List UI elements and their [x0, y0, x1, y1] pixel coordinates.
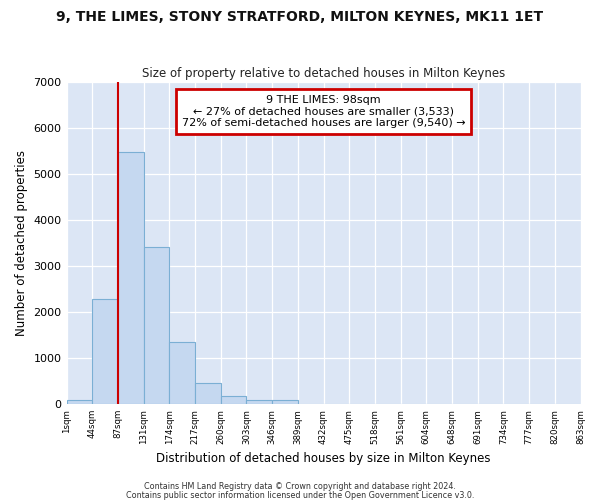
- Text: 9 THE LIMES: 98sqm
← 27% of detached houses are smaller (3,533)
72% of semi-deta: 9 THE LIMES: 98sqm ← 27% of detached hou…: [182, 95, 466, 128]
- Bar: [247, 400, 272, 404]
- Bar: [143, 246, 169, 404]
- Bar: [118, 152, 143, 404]
- Text: 9, THE LIMES, STONY STRATFORD, MILTON KEYNES, MK11 1ET: 9, THE LIMES, STONY STRATFORD, MILTON KE…: [56, 10, 544, 24]
- Bar: [221, 396, 247, 404]
- X-axis label: Distribution of detached houses by size in Milton Keynes: Distribution of detached houses by size …: [156, 452, 491, 465]
- Y-axis label: Number of detached properties: Number of detached properties: [15, 150, 28, 336]
- Text: Contains HM Land Registry data © Crown copyright and database right 2024.: Contains HM Land Registry data © Crown c…: [144, 482, 456, 491]
- Bar: [272, 400, 298, 404]
- Bar: [169, 342, 195, 404]
- Bar: [67, 400, 92, 404]
- Text: Contains public sector information licensed under the Open Government Licence v3: Contains public sector information licen…: [126, 490, 474, 500]
- Bar: [92, 299, 118, 404]
- Title: Size of property relative to detached houses in Milton Keynes: Size of property relative to detached ho…: [142, 66, 505, 80]
- Bar: [195, 383, 221, 404]
